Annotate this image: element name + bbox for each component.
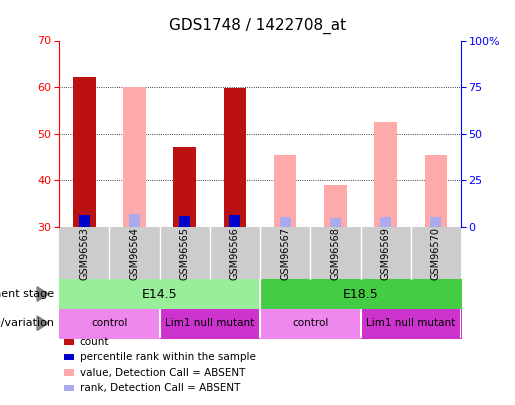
Bar	[224, 88, 246, 227]
Text: GSM96570: GSM96570	[431, 227, 441, 279]
Text: count: count	[80, 337, 109, 347]
Text: GSM96563: GSM96563	[79, 227, 89, 279]
Bar	[374, 122, 397, 227]
Bar	[230, 215, 241, 227]
Text: Lim1 null mutant: Lim1 null mutant	[366, 318, 455, 328]
Bar	[431, 217, 441, 227]
Bar	[79, 215, 90, 227]
Bar	[129, 214, 140, 227]
Bar	[179, 216, 190, 227]
Text: GSM96566: GSM96566	[230, 227, 240, 279]
Bar	[380, 217, 391, 227]
Text: percentile rank within the sample: percentile rank within the sample	[80, 352, 256, 362]
Text: control: control	[292, 318, 329, 328]
Bar	[424, 155, 447, 227]
Bar	[73, 77, 96, 227]
Text: genotype/variation: genotype/variation	[0, 318, 54, 328]
Polygon shape	[37, 316, 48, 330]
Text: GSM96567: GSM96567	[280, 227, 290, 279]
Text: GSM96564: GSM96564	[130, 227, 140, 279]
Text: E18.5: E18.5	[342, 288, 379, 301]
Polygon shape	[37, 287, 48, 301]
Bar	[274, 155, 297, 227]
Text: control: control	[91, 318, 128, 328]
Text: E14.5: E14.5	[142, 288, 178, 301]
Text: GSM96569: GSM96569	[381, 227, 390, 279]
Bar	[280, 217, 290, 227]
Bar	[330, 218, 341, 227]
Text: GSM96568: GSM96568	[331, 227, 340, 279]
Text: GDS1748 / 1422708_at: GDS1748 / 1422708_at	[169, 18, 346, 34]
Text: development stage: development stage	[0, 289, 54, 299]
Text: value, Detection Call = ABSENT: value, Detection Call = ABSENT	[80, 368, 245, 377]
Bar	[123, 87, 146, 227]
Bar	[324, 185, 347, 227]
Text: Lim1 null mutant: Lim1 null mutant	[165, 318, 254, 328]
Text: rank, Detection Call = ABSENT: rank, Detection Call = ABSENT	[80, 383, 240, 393]
Text: GSM96565: GSM96565	[180, 227, 190, 279]
Bar	[174, 147, 196, 227]
